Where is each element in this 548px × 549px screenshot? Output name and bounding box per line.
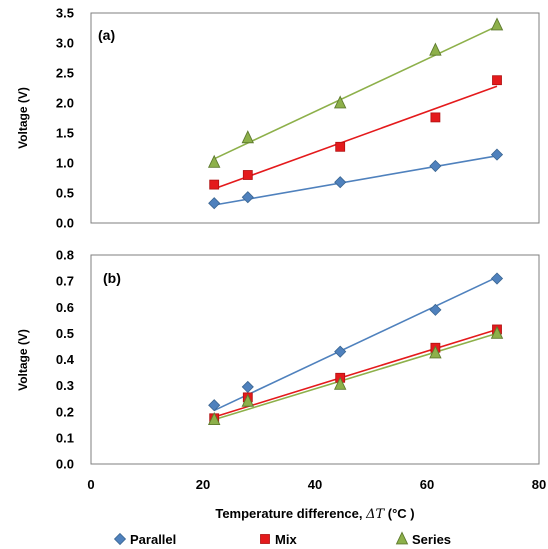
x-tick-label: 0	[87, 477, 94, 492]
data-point-parallel	[208, 197, 221, 210]
data-point-mix	[492, 75, 502, 86]
trendlines-b	[213, 276, 498, 421]
data-point-mix	[430, 112, 441, 123]
trendline-series	[213, 25, 498, 160]
data-point-series	[207, 411, 221, 425]
y-tick-label: 0.0	[56, 457, 74, 472]
trendline-mix	[213, 85, 498, 190]
legend-marker-parallel	[113, 532, 127, 546]
data-point-series	[429, 42, 442, 56]
y-tick-label: 3.5	[56, 6, 74, 21]
y-tick-labels-a: 0.0 0.5 1.0 1.5 2.0 2.5 3.0 3.5	[56, 6, 74, 231]
data-point-parallel	[241, 191, 254, 204]
x-tick-label: 60	[420, 477, 434, 492]
data-point-parallel	[429, 303, 442, 316]
y-tick-label: 0.3	[56, 378, 74, 393]
trendline-series	[213, 332, 498, 421]
data-point-mix	[242, 170, 253, 180]
x-tick-labels: 0 20 40 60 80	[87, 477, 546, 492]
y-tick-label: 0.0	[56, 216, 74, 231]
y-axis-label-b: Voltage (V)	[16, 329, 30, 391]
x-axis-label-prefix: Temperature difference,	[215, 506, 366, 521]
data-point-series	[429, 345, 442, 359]
y-tick-label: 0.5	[56, 186, 74, 201]
data-point-parallel	[334, 345, 347, 358]
data-point-parallel	[429, 159, 442, 173]
panel-label-b: (b)	[103, 270, 121, 286]
data-point-series	[333, 95, 347, 109]
legend: Parallel Mix Series	[113, 531, 451, 547]
data-point-mix	[209, 179, 220, 190]
data-point-series	[490, 17, 504, 31]
data-point-parallel	[490, 272, 504, 285]
y-tick-label: 3.0	[56, 36, 74, 51]
trendline-parallel	[213, 276, 498, 412]
y-tick-label: 0.5	[56, 326, 74, 341]
data-point-series	[241, 393, 255, 407]
data-point-parallel	[241, 380, 254, 393]
y-tick-label: 0.4	[56, 352, 75, 367]
trendline-mix	[213, 328, 498, 418]
x-axis-label-symbol: ΔT	[365, 507, 385, 522]
legend-label-mix: Mix	[275, 532, 297, 547]
x-tick-label: 40	[308, 477, 322, 492]
y-tick-label: 0.8	[56, 248, 74, 263]
trendlines-a	[213, 25, 498, 206]
legend-marker-mix	[260, 534, 270, 544]
y-axis-label-a: Voltage (V)	[16, 87, 30, 149]
x-tick-label: 80	[532, 477, 546, 492]
y-tick-label: 2.0	[56, 96, 74, 111]
plot-frame-a	[90, 12, 540, 224]
data-point-series	[207, 154, 221, 168]
y-tick-label: 0.6	[56, 300, 74, 315]
y-tick-label: 0.2	[56, 404, 74, 419]
panel-b: (b) Voltage (V) 0.0 0.1 0.2 0.3 0.4 0.5 0.6 0.7…	[16, 248, 546, 493]
trendline-parallel	[214, 155, 498, 206]
x-axis-label: Temperature difference, ΔT (°C )	[215, 506, 414, 522]
data-point-mix	[335, 141, 346, 152]
x-axis-label-suffix: (°C )	[384, 506, 414, 521]
panel-a: (a) Voltage (V) 0.0 0.5 1.0 1.5 2.0 2.5 3.0 3.5	[16, 6, 540, 231]
y-tick-labels-b: 0.0 0.1 0.2 0.3 0.4 0.5 0.6 0.7 0.8	[56, 248, 75, 472]
legend-marker-series	[395, 531, 409, 545]
y-tick-label: 2.5	[56, 66, 74, 81]
data-points-a	[207, 17, 504, 210]
legend-label-series: Series	[412, 532, 451, 547]
data-point-parallel	[334, 176, 347, 189]
x-tick-label: 20	[196, 477, 210, 492]
data-point-series	[241, 130, 255, 144]
y-tick-label: 0.1	[56, 430, 74, 445]
data-point-parallel	[490, 148, 504, 161]
y-tick-label: 1.0	[56, 156, 74, 171]
panel-label-a: (a)	[98, 27, 115, 43]
data-point-parallel	[208, 399, 221, 412]
y-tick-label: 0.7	[56, 274, 74, 289]
data-points-b	[207, 272, 504, 425]
plot-frame-b	[90, 254, 540, 465]
data-point-series	[333, 376, 347, 390]
y-tick-label: 1.5	[56, 126, 74, 141]
legend-label-parallel: Parallel	[130, 532, 176, 547]
data-point-series	[490, 325, 504, 339]
